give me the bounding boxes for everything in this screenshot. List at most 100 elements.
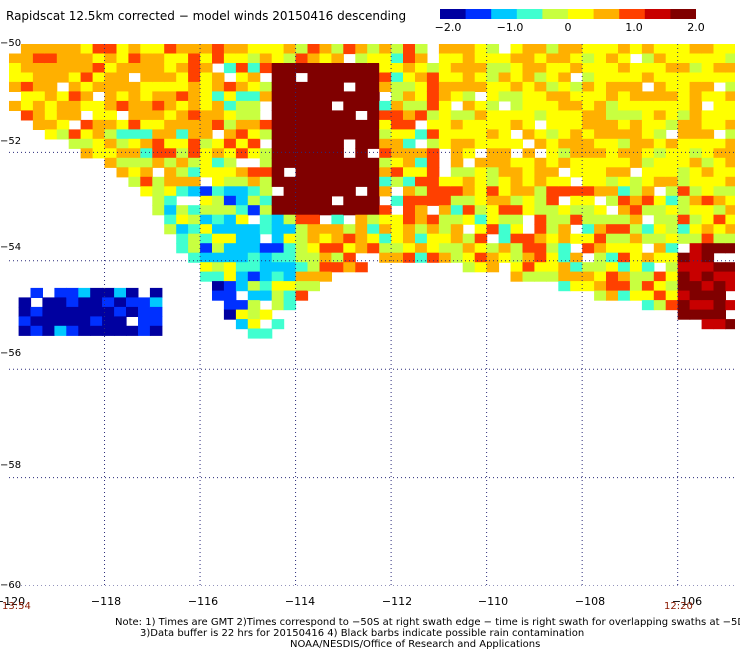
- wind-cell: [126, 325, 139, 336]
- wind-cell: [138, 325, 151, 336]
- wind-cell: [665, 233, 679, 244]
- wind-cell: [486, 224, 500, 235]
- wind-cell: [546, 214, 559, 225]
- wind-cell: [558, 205, 571, 216]
- wind-cell: [259, 271, 273, 282]
- wind-cell: [522, 44, 535, 55]
- wind-cell: [44, 119, 58, 130]
- wind-cell: [259, 186, 273, 197]
- wind-cell: [498, 167, 512, 178]
- wind-cell: [558, 91, 571, 102]
- wind-cell: [200, 233, 213, 244]
- wind-cell: [343, 243, 356, 254]
- wind-cell: [701, 309, 715, 320]
- wind-cell: [653, 290, 667, 301]
- wind-cell: [367, 195, 380, 206]
- wind-cell: [534, 262, 547, 273]
- wind-cell: [665, 81, 679, 92]
- wind-cell: [641, 119, 655, 130]
- wind-cell: [462, 119, 476, 130]
- wind-cell: [235, 72, 249, 83]
- wind-cell: [450, 186, 464, 197]
- wind-cell: [212, 243, 225, 254]
- wind-cell: [474, 262, 488, 273]
- wind-cell: [594, 44, 607, 55]
- wind-cell: [534, 53, 547, 64]
- wind-cell: [212, 167, 225, 178]
- wind-cell: [307, 110, 320, 121]
- wind-cell: [176, 72, 189, 83]
- wind-cell: [114, 306, 127, 317]
- wind-cell: [271, 63, 285, 74]
- wind-cell: [295, 81, 309, 92]
- wind-cell: [30, 287, 43, 298]
- wind-cell: [367, 119, 380, 130]
- wind-cell: [665, 243, 679, 254]
- wind-cell: [438, 72, 452, 83]
- wind-cell: [176, 63, 189, 74]
- wind-cell: [283, 100, 297, 111]
- wind-cell: [355, 53, 368, 64]
- wind-cell: [152, 44, 165, 55]
- wind-cell: [689, 81, 703, 92]
- wind-cell: [343, 72, 356, 83]
- wind-cell: [247, 319, 261, 330]
- wind-cell: [582, 110, 595, 121]
- wind-cell: [510, 252, 523, 263]
- wind-cell: [486, 138, 500, 149]
- wind-cell: [415, 205, 428, 216]
- wind-cell: [641, 281, 655, 292]
- wind-cell: [618, 72, 631, 83]
- wind-cell: [271, 281, 285, 292]
- wind-cell: [474, 224, 488, 235]
- wind-cell: [653, 233, 667, 244]
- wind-cell: [438, 53, 452, 64]
- wind-cell: [355, 91, 368, 102]
- wind-cell: [367, 167, 380, 178]
- wind-cell: [606, 262, 619, 273]
- wind-cell: [247, 129, 261, 140]
- lon-label: −106: [671, 595, 703, 608]
- wind-cell: [701, 53, 715, 64]
- wind-cell: [450, 252, 464, 263]
- wind-cell: [486, 72, 500, 83]
- wind-cell: [200, 186, 213, 197]
- wind-cell: [212, 262, 225, 273]
- wind-cell: [677, 138, 691, 149]
- lat-label: −56: [0, 348, 22, 359]
- wind-cell: [558, 214, 571, 225]
- wind-cell: [629, 72, 643, 83]
- wind-cell: [295, 44, 309, 55]
- wind-cell: [247, 195, 261, 206]
- wind-cell: [450, 167, 464, 178]
- wind-cell: [522, 167, 535, 178]
- wind-cell: [534, 252, 547, 263]
- wind-cell: [140, 72, 153, 83]
- wind-cell: [486, 214, 500, 225]
- wind-cell: [331, 110, 344, 121]
- wind-cell: [307, 233, 320, 244]
- wind-cell: [44, 110, 58, 121]
- wind-cell: [462, 72, 476, 83]
- wind-cell: [343, 63, 356, 74]
- wind-cell: [152, 176, 165, 187]
- wind-cell: [307, 148, 320, 159]
- wind-cell: [534, 110, 547, 121]
- wind-cell: [618, 290, 631, 301]
- wind-cell: [498, 129, 512, 140]
- wind-cell: [212, 205, 225, 216]
- wind-cell: [534, 243, 547, 254]
- wind-cell: [295, 224, 309, 235]
- colorbar: [440, 9, 696, 19]
- wind-cell: [116, 81, 129, 92]
- wind-cell: [235, 309, 249, 320]
- wind-cell: [594, 186, 607, 197]
- wind-cell: [522, 72, 535, 83]
- wind-cell: [128, 91, 141, 102]
- wind-cell: [152, 205, 165, 216]
- wind-cell: [355, 176, 368, 187]
- wind-cell: [582, 167, 595, 178]
- wind-cell: [307, 186, 320, 197]
- wind-cell: [629, 63, 643, 74]
- wind-cell: [367, 176, 380, 187]
